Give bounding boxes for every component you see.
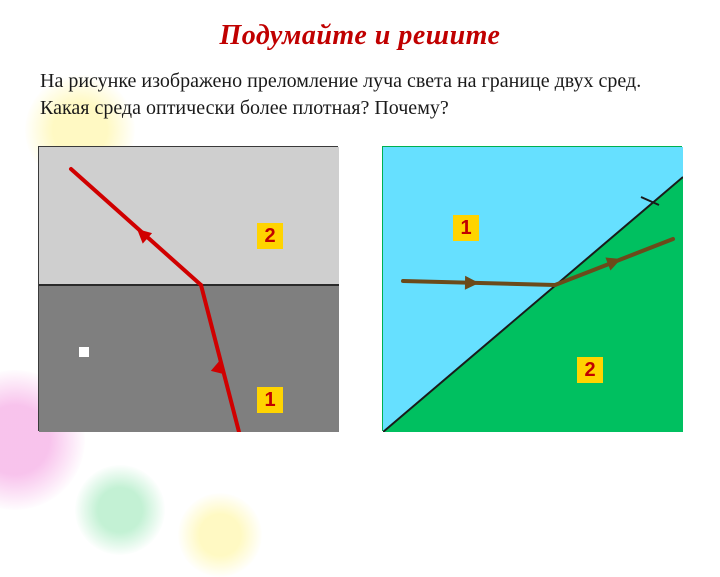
diagram-right-svg [383, 147, 683, 432]
diagrams-row: 21 12 [0, 122, 720, 431]
region-label: 2 [577, 357, 603, 383]
bg-blob [178, 493, 262, 577]
page-title: Подумайте и решите [0, 0, 720, 52]
problem-statement: На рисунке изображено преломление луча с… [0, 52, 720, 122]
diagram-right: 12 [382, 146, 682, 431]
bg-blob [75, 465, 165, 555]
diagram-left: 21 [38, 146, 338, 431]
region-label: 2 [257, 223, 283, 249]
diagram-left-svg [39, 147, 339, 432]
region-label: 1 [453, 215, 479, 241]
region-label: 1 [257, 387, 283, 413]
